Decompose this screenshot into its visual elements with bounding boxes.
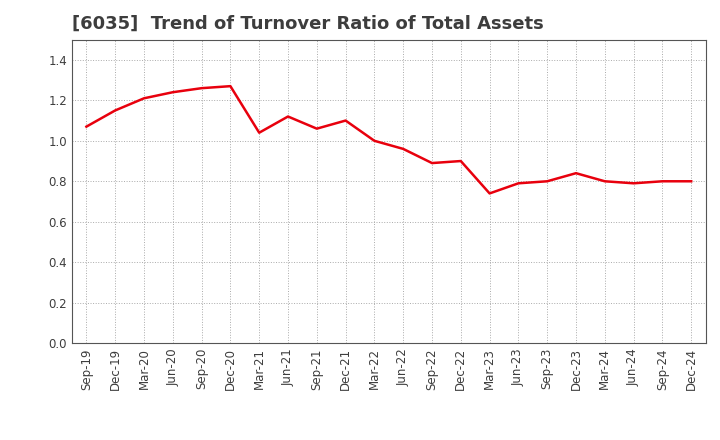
Text: [6035]  Trend of Turnover Ratio of Total Assets: [6035] Trend of Turnover Ratio of Total … [72,15,544,33]
